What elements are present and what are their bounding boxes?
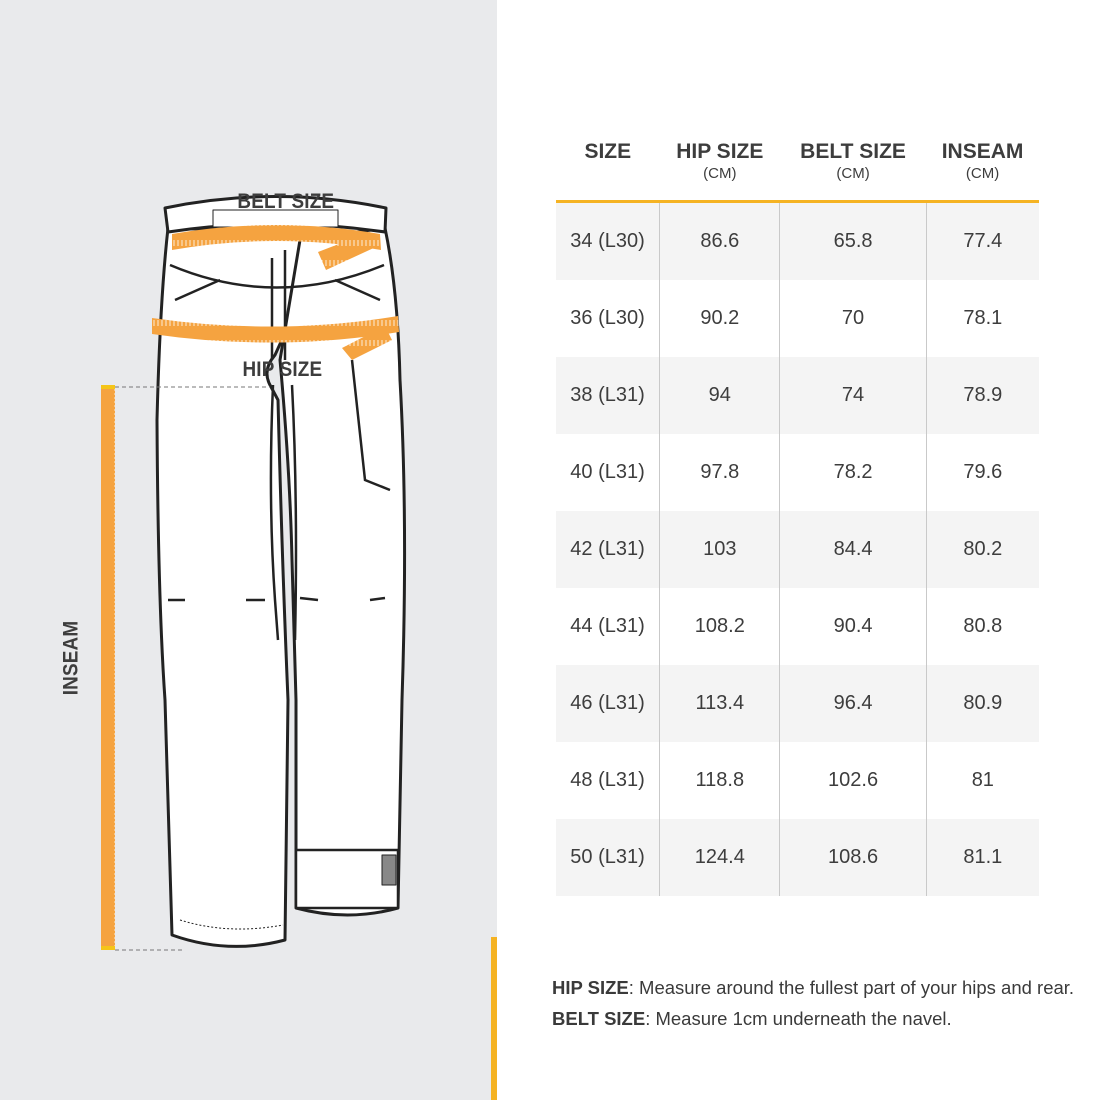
cell-hip-size: 86.6 [659, 200, 780, 280]
table-row: 36 (L30) 90.2 70 78.1 [556, 280, 1039, 357]
cell-inseam: 80.8 [925, 588, 1039, 665]
header-inseam: INSEAM (CM) [926, 132, 1039, 203]
note-belt-term: BELT SIZE [552, 1008, 646, 1029]
header-hip-size-title: HIP SIZE [676, 140, 764, 163]
size-table-body: 34 (L30) 86.6 65.8 77.4 36 (L30) 90.2 70 78.1 38… [556, 200, 1039, 896]
note-hip-term: HIP SIZE [552, 977, 629, 998]
header-hip-size-unit: (CM) [703, 165, 737, 182]
cell-size: 50 (L31) [556, 819, 660, 896]
belt-tape-icon [172, 225, 381, 270]
cell-inseam: 80.9 [925, 665, 1039, 742]
cell-belt-size: 70 [779, 280, 927, 357]
cell-belt-size: 96.4 [779, 665, 927, 742]
table-row: 46 (L31) 113.4 96.4 80.9 [556, 665, 1039, 742]
cuff-tab [381, 854, 397, 886]
table-row: 44 (L31) 108.2 90.4 80.8 [556, 588, 1039, 665]
cell-belt-size: 90.4 [779, 588, 927, 665]
cell-belt-size: 74 [779, 357, 927, 434]
cell-hip-size: 113.4 [659, 665, 780, 742]
cell-inseam: 79.6 [925, 434, 1039, 511]
table-row: 34 (L30) 86.6 65.8 77.4 [556, 200, 1039, 280]
pants-diagram [101, 195, 407, 951]
table-row: 40 (L31) 97.8 78.2 79.6 [556, 434, 1039, 511]
cell-size: 44 (L31) [570, 615, 645, 637]
pants-outline [155, 195, 407, 948]
cell-inseam: 80.2 [925, 511, 1039, 588]
left-leg [155, 226, 387, 948]
cell-inseam: 81 [925, 742, 1039, 819]
cell-hip-size: 97.8 [659, 434, 780, 511]
cell-inseam: 81.1 [925, 819, 1039, 896]
cuff [294, 848, 400, 910]
cell-hip-size: 118.8 [659, 742, 780, 819]
cell-size: 48 (L31) [570, 769, 645, 791]
cell-size: 36 (L30) [570, 307, 645, 329]
inseam-ruler-icon [101, 385, 270, 951]
cell-size: 34 (L30) [556, 200, 660, 280]
note-belt: BELT SIZE: Measure 1cm underneath the na… [552, 1003, 1074, 1034]
inseam-label: INSEAM [59, 620, 83, 696]
measurement-notes: HIP SIZE: Measure around the fullest par… [552, 972, 1074, 1034]
cell-inseam: 77.4 [925, 200, 1039, 280]
header-inseam-title: INSEAM [941, 140, 1024, 163]
size-table: SIZE HIP SIZE (CM) BELT SIZE (CM) INSEAM (C… [556, 132, 1039, 896]
accent-bar [491, 937, 497, 1100]
hip-size-label: HIP SIZE [242, 358, 323, 381]
cell-belt-size: 84.4 [779, 511, 927, 588]
note-hip-text: : Measure around the fullest part of you… [628, 977, 1075, 998]
cell-hip-size: 90.2 [659, 280, 780, 357]
cell-size: 46 (L31) [556, 665, 660, 742]
table-header-row: SIZE HIP SIZE (CM) BELT SIZE (CM) INSEAM (C… [556, 132, 1039, 203]
header-belt-size: BELT SIZE (CM) [779, 132, 927, 203]
table-row: 38 (L31) 94 74 78.9 [556, 357, 1039, 434]
cell-inseam: 78.1 [925, 280, 1039, 357]
header-belt-size-unit: (CM) [836, 165, 870, 182]
cell-size: 40 (L31) [570, 461, 645, 483]
cell-size: 42 (L31) [556, 511, 660, 588]
cell-belt-size: 108.6 [779, 819, 927, 896]
cell-hip-size: 94 [659, 357, 780, 434]
header-size-title: SIZE [584, 140, 632, 163]
table-row: 42 (L31) 103 84.4 80.2 [556, 511, 1039, 588]
table-row: 50 (L31) 124.4 108.6 81.1 [556, 819, 1039, 896]
cell-belt-size: 78.2 [779, 434, 927, 511]
header-inseam-unit: (CM) [965, 165, 1000, 182]
cell-belt-size: 65.8 [779, 200, 927, 280]
cell-hip-size: 103 [659, 511, 780, 588]
table-row: 48 (L31) 118.8 102.6 81 [556, 742, 1039, 819]
header-belt-size-title: BELT SIZE [800, 140, 906, 163]
hip-tape-icon [152, 316, 399, 360]
header-size: SIZE [556, 132, 660, 203]
cell-hip-size: 124.4 [659, 819, 780, 896]
cell-hip-size: 108.2 [659, 588, 780, 665]
cell-belt-size: 102.6 [779, 742, 927, 819]
header-hip-size: HIP SIZE (CM) [659, 132, 780, 203]
belt-size-label: BELT SIZE [237, 190, 335, 213]
note-hip: HIP SIZE: Measure around the fullest par… [552, 972, 1074, 1003]
cell-size: 38 (L31) [556, 357, 660, 434]
cell-inseam: 78.9 [925, 357, 1039, 434]
note-belt-text: : Measure 1cm underneath the navel. [645, 1008, 952, 1029]
